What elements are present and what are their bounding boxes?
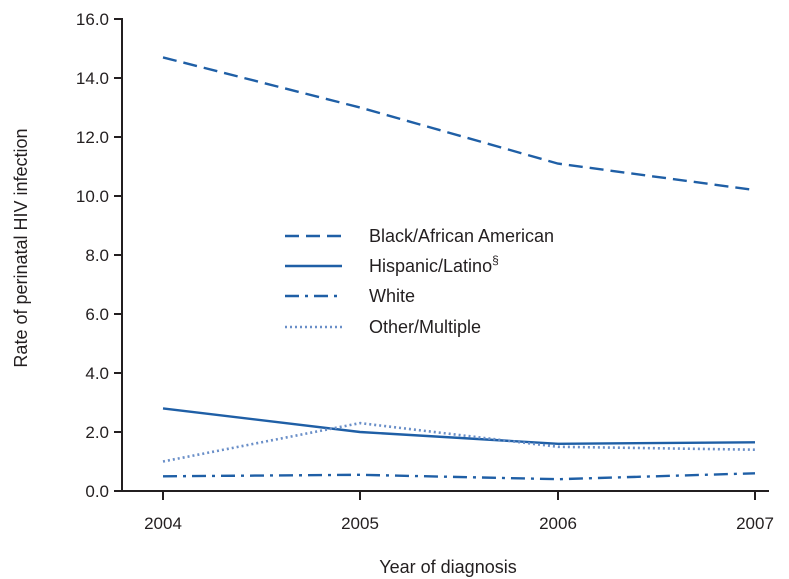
legend: Black/African American Hispanic/Latino§ Wh… bbox=[285, 226, 554, 337]
y-axis-ticks: 0.0 2.0 4.0 6.0 8.0 10.0 12.0 14.0 16.0 bbox=[76, 10, 122, 501]
legend-label-1: Hispanic/Latino§ bbox=[369, 253, 499, 276]
y-tick-label: 2.0 bbox=[85, 423, 109, 442]
legend-label-3: Other/Multiple bbox=[369, 317, 481, 337]
legend-label-0: Black/African American bbox=[369, 226, 554, 246]
legend-label-text: Hispanic/Latino bbox=[369, 256, 492, 276]
series-line-2 bbox=[162, 472, 756, 481]
y-tick-label: 8.0 bbox=[85, 246, 109, 265]
y-tick-label: 14.0 bbox=[76, 69, 109, 88]
x-axis-title: Year of diagnosis bbox=[379, 557, 516, 577]
x-tick-label: 2006 bbox=[539, 514, 577, 533]
legend-label-text: Black/African American bbox=[369, 226, 554, 246]
legend-label-superscript: § bbox=[492, 253, 499, 267]
legend-label-text: White bbox=[369, 286, 415, 306]
y-tick-label: 4.0 bbox=[85, 364, 109, 383]
x-tick-label: 2005 bbox=[341, 514, 379, 533]
series-line-1 bbox=[162, 407, 756, 445]
y-tick-label: 10.0 bbox=[76, 187, 109, 206]
y-tick-label: 0.0 bbox=[85, 482, 109, 501]
x-tick-label: 2007 bbox=[736, 514, 774, 533]
y-tick-label: 12.0 bbox=[76, 128, 109, 147]
y-tick-label: 16.0 bbox=[76, 10, 109, 29]
series-line-0 bbox=[162, 56, 756, 192]
series-lines bbox=[162, 56, 756, 481]
series-line-3 bbox=[162, 421, 756, 463]
y-tick-label: 6.0 bbox=[85, 305, 109, 324]
legend-label-2: White bbox=[369, 286, 415, 306]
legend-label-text: Other/Multiple bbox=[369, 317, 481, 337]
x-tick-label: 2004 bbox=[144, 514, 182, 533]
x-axis-ticks: 2004 2005 2006 2007 bbox=[144, 491, 774, 533]
y-axis-title: Rate of perinatal HIV infection bbox=[11, 128, 31, 367]
